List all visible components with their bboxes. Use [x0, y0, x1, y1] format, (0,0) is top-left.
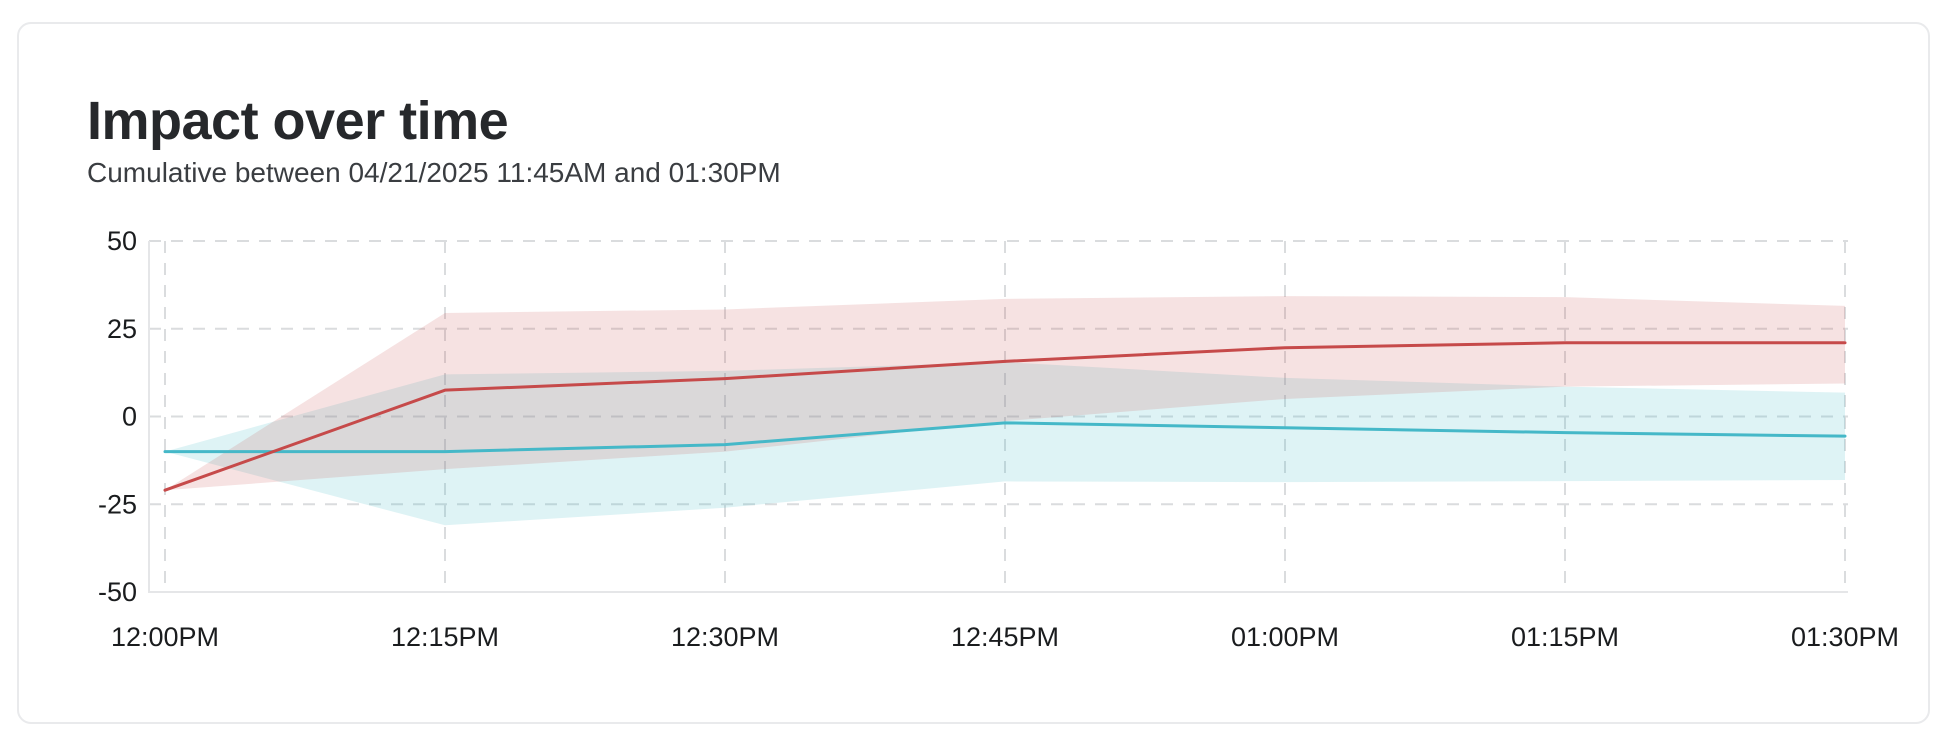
- cyan-series-line: [163, 421, 1847, 454]
- cyan-series-confidence-band: [165, 362, 1845, 526]
- x-axis-label-3: 12:45PM: [951, 622, 1059, 652]
- chart-subtitle: Cumulative between 04/21/2025 11:45AM an…: [87, 157, 781, 188]
- y-axis-label--50: -50: [98, 577, 137, 607]
- y-axis-label-25: 25: [107, 314, 137, 344]
- x-axis-label-2: 12:30PM: [671, 622, 779, 652]
- y-axis-label--25: -25: [98, 489, 137, 519]
- axis-border: [148, 241, 1848, 593]
- x-axis-label-0: 12:00PM: [111, 622, 219, 652]
- x-axis-label-1: 12:15PM: [391, 622, 499, 652]
- x-axis-label-4: 01:00PM: [1231, 622, 1339, 652]
- y-axis-label-50: 50: [107, 226, 137, 256]
- chart-title: Impact over time: [87, 91, 509, 151]
- x-axis-label-6: 01:30PM: [1791, 622, 1899, 652]
- impact-card: Impact over time Cumulative between 04/2…: [17, 22, 1930, 724]
- x-axis-label-5: 01:15PM: [1511, 622, 1619, 652]
- y-axis-label-0: 0: [122, 402, 137, 432]
- red-series-line: [163, 341, 1847, 492]
